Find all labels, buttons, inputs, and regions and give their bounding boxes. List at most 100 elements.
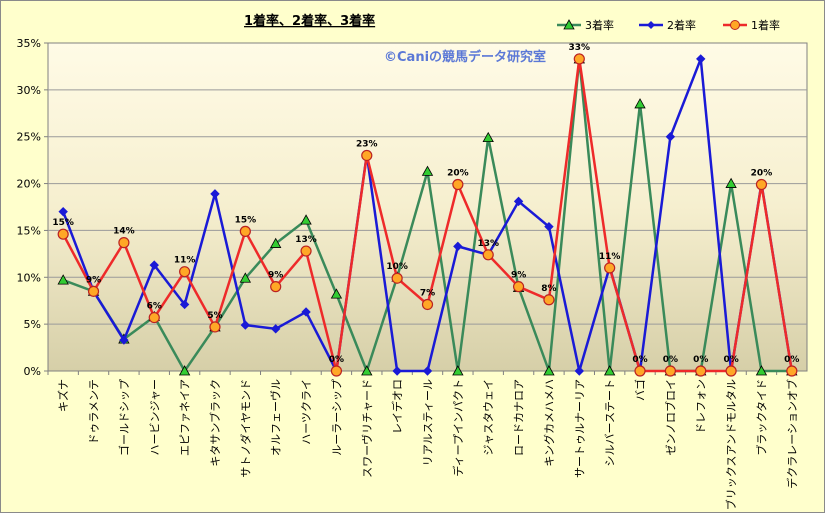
point-3着率 [603, 365, 616, 376]
point-2着率 [301, 307, 311, 317]
point-1着率 [695, 365, 707, 377]
point-1着率 [361, 149, 373, 162]
data-labels: 15% 9% 14% 6% 11% 5% 15% 9% 13% 0% 23% 10% 7% 20% 13% 9… [52, 43, 799, 365]
y-tick-label: 35% [17, 37, 41, 50]
x-category-label: ハーツクライ [300, 379, 313, 445]
point-1着率 [634, 365, 646, 377]
data-label: 20% [447, 169, 469, 179]
x-category-label: キングカメハメハ [542, 379, 556, 467]
y-tick-label: 20% [17, 178, 41, 191]
data-label: 0% [663, 355, 678, 365]
x-category-label: ルーラーシップ [330, 379, 343, 456]
point-1着率 [118, 237, 130, 249]
point-3着率 [452, 365, 464, 376]
x-category-label: ゼンノロブロイ [663, 379, 677, 455]
point-1着率 [512, 281, 525, 293]
x-category-label: デクラレーションオブ [785, 379, 799, 489]
point-1着率 [786, 365, 798, 377]
x-category-label: シルバーステート [604, 379, 617, 466]
legend-label: 2着率 [667, 18, 696, 32]
legend-label: 1着率 [751, 18, 780, 32]
point-1着率 [725, 365, 737, 377]
x-category-label: サートゥルナーリア [573, 379, 586, 478]
legend: 3着率 2着率 1着率 [557, 18, 780, 32]
data-label: 10% [386, 262, 408, 272]
point-2着率 [513, 196, 524, 207]
data-label: 0% [329, 355, 344, 365]
data-label: 0% [784, 355, 799, 365]
x-category-label: オルフェーヴル [269, 379, 283, 456]
data-label: 0% [632, 355, 647, 365]
point-3着率 [330, 288, 343, 299]
point-3着率 [361, 365, 373, 376]
point-2着率 [574, 366, 585, 376]
point-3着率 [270, 237, 282, 248]
point-2着率 [179, 299, 190, 310]
legend-marker [730, 20, 740, 30]
x-category-label: リアルスティール [422, 379, 435, 466]
data-label: 11% [599, 252, 621, 262]
point-1着率 [270, 281, 282, 293]
data-label: 23% [356, 139, 378, 149]
data-label: 0% [693, 355, 708, 365]
y-tick-label: 10% [17, 271, 41, 284]
x-category-label: エピファネイア [179, 379, 192, 456]
x-category-label: ブラックタイド [754, 379, 768, 456]
chart-title: 1着率、2着率、3着率 [244, 13, 375, 29]
point-2着率 [270, 324, 281, 334]
data-label: 15% [52, 218, 74, 228]
data-label: 9% [86, 275, 101, 285]
x-category-label: ハービンジャー [148, 379, 161, 455]
point-1着率 [482, 249, 494, 261]
point-1着率 [330, 365, 343, 377]
data-label: 13% [477, 239, 499, 249]
point-1着率 [239, 225, 251, 237]
point-1着率 [421, 298, 434, 311]
point-3着率 [755, 365, 768, 376]
point-3着率 [725, 177, 737, 188]
point-2着率 [453, 241, 463, 252]
data-label: 14% [113, 227, 135, 237]
x-category-label: レイデオロ [390, 379, 404, 434]
data-label: 0% [723, 355, 738, 365]
point-3着率 [482, 131, 494, 143]
point-3着率 [239, 272, 252, 283]
data-label: 33% [569, 43, 591, 53]
point-2着率 [149, 260, 159, 270]
point-1着率 [664, 365, 676, 377]
gridlines [48, 89, 807, 325]
point-3着率 [57, 274, 69, 285]
y-tick-label: 15% [17, 224, 41, 237]
legend-marker [647, 21, 655, 29]
plot-area [47, 42, 808, 372]
point-1着率 [300, 245, 312, 257]
data-label: 6% [147, 302, 162, 312]
point-1着率 [543, 294, 555, 306]
x-category-label: ブリックスアンドモルタル [724, 379, 738, 510]
point-2着率 [392, 366, 402, 376]
x-category-label: スワーヴリチャード [360, 379, 374, 478]
x-category-label: ドレフォン [695, 379, 708, 434]
legend-marker [563, 19, 575, 30]
point-2着率 [665, 132, 676, 142]
point-3着率 [421, 165, 434, 176]
x-category-label: ジャスタウェイ [482, 379, 495, 455]
data-label: 9% [511, 271, 526, 281]
point-2着率 [210, 189, 220, 199]
point-3着率 [634, 98, 646, 109]
x-category-label: バゴ [633, 379, 647, 401]
data-label: 20% [751, 169, 773, 179]
point-3着率 [543, 365, 555, 376]
point-2着率 [58, 206, 68, 217]
x-category-label: ロードカナロア [513, 379, 526, 456]
y-tick-label: 30% [17, 84, 41, 97]
point-1着率 [391, 272, 403, 284]
data-label: 8% [541, 284, 556, 294]
x-category-label: キズナ [56, 379, 70, 412]
x-category-label: ゴールドシップ [117, 379, 131, 456]
point-1着率 [148, 311, 160, 324]
point-3着率 [178, 365, 191, 376]
point-1着率 [87, 285, 100, 297]
data-label: 5% [207, 311, 222, 321]
